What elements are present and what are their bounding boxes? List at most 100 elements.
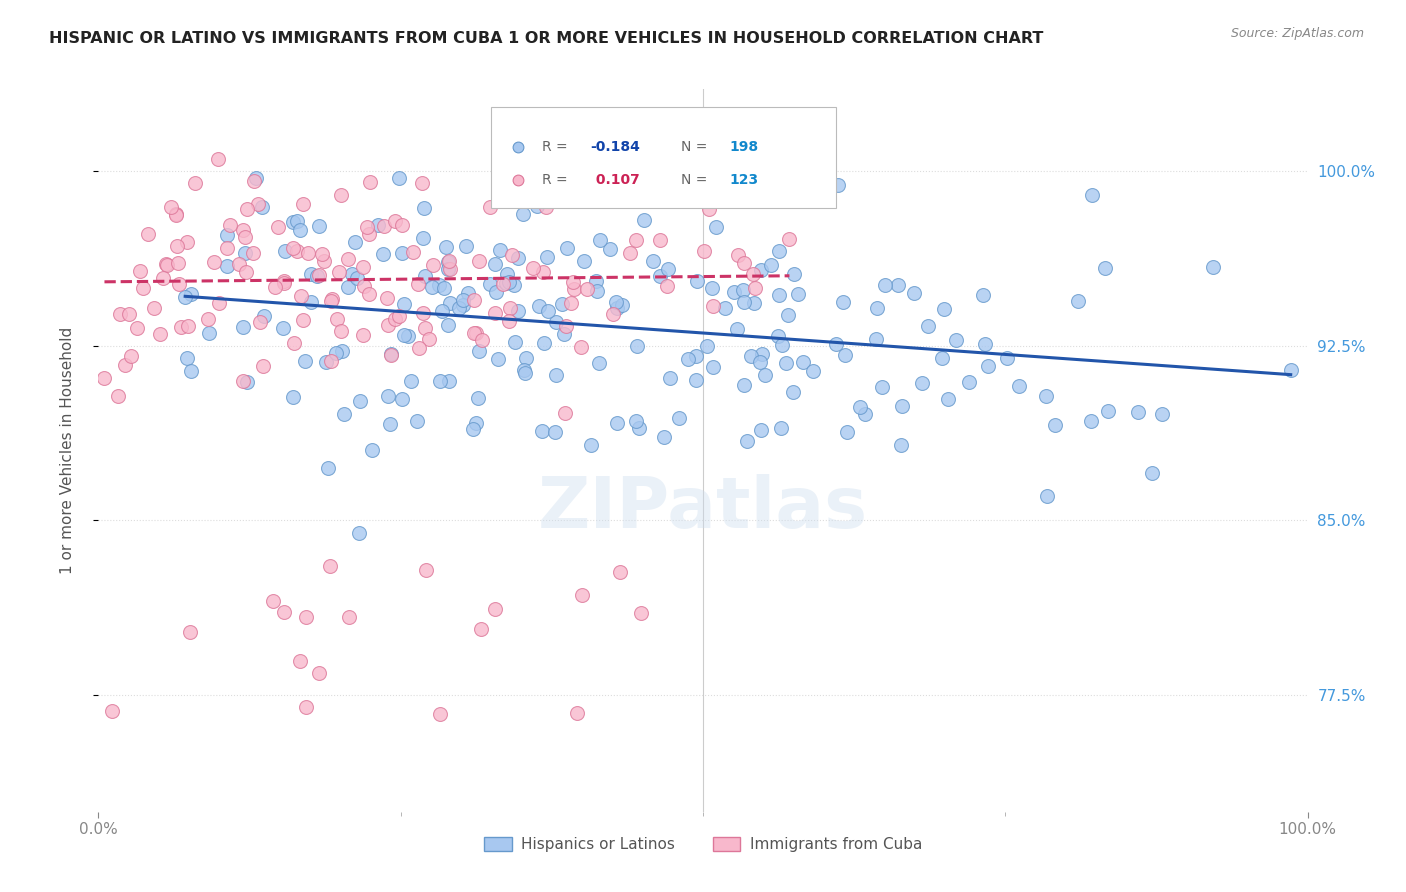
- Point: [977, 359, 1000, 374]
- Text: R =: R =: [543, 172, 572, 186]
- Point: [337, 610, 360, 624]
- Point: [281, 390, 304, 404]
- Point: [314, 254, 336, 268]
- Point: [571, 588, 593, 602]
- Point: [498, 314, 520, 328]
- Point: [287, 214, 309, 228]
- Point: [733, 283, 755, 297]
- Point: [118, 306, 141, 320]
- Point: [333, 408, 356, 422]
- Point: [652, 430, 675, 444]
- Point: [501, 182, 523, 196]
- Point: [349, 526, 371, 541]
- Point: [565, 706, 588, 720]
- Point: [359, 175, 381, 189]
- Point: [215, 259, 238, 273]
- Point: [633, 213, 655, 227]
- Point: [676, 352, 699, 367]
- Point: [685, 349, 707, 363]
- Point: [934, 301, 956, 316]
- Point: [751, 347, 773, 361]
- Point: [696, 182, 718, 196]
- Point: [371, 247, 394, 261]
- Point: [297, 245, 319, 260]
- Point: [754, 368, 776, 382]
- Point: [337, 280, 360, 294]
- Point: [588, 356, 610, 370]
- Point: [630, 607, 652, 621]
- Point: [228, 257, 250, 271]
- Point: [1043, 417, 1066, 432]
- Point: [484, 306, 506, 320]
- Y-axis label: 1 or more Vehicles in Household: 1 or more Vehicles in Household: [60, 326, 75, 574]
- Point: [274, 244, 297, 259]
- Point: [392, 296, 415, 310]
- Point: [138, 227, 160, 241]
- Point: [288, 654, 311, 668]
- Point: [179, 625, 201, 640]
- Point: [451, 297, 474, 311]
- Point: [470, 622, 492, 636]
- Point: [353, 279, 375, 293]
- Point: [408, 341, 430, 355]
- Point: [801, 363, 824, 377]
- Point: [413, 321, 436, 335]
- Point: [288, 223, 311, 237]
- Point: [120, 349, 142, 363]
- Point: [283, 336, 305, 351]
- Point: [152, 271, 174, 285]
- Point: [308, 666, 330, 681]
- Point: [792, 354, 814, 368]
- Point: [361, 442, 384, 457]
- Point: [697, 202, 720, 216]
- Point: [551, 297, 574, 311]
- Point: [606, 417, 628, 431]
- Point: [93, 371, 115, 385]
- Point: [384, 312, 406, 326]
- Point: [506, 455, 529, 469]
- Point: [359, 287, 381, 301]
- Point: [527, 299, 550, 313]
- Point: [1081, 187, 1104, 202]
- Point: [872, 380, 894, 394]
- Point: [247, 196, 270, 211]
- Point: [554, 406, 576, 420]
- Point: [461, 422, 484, 436]
- Point: [413, 268, 436, 283]
- Point: [208, 295, 231, 310]
- Point: [384, 213, 406, 227]
- Point: [1035, 389, 1057, 403]
- Point: [766, 328, 789, 343]
- Point: [311, 247, 333, 261]
- Point: [768, 244, 790, 258]
- Text: N =: N =: [682, 140, 711, 154]
- Point: [693, 244, 716, 259]
- Point: [215, 241, 238, 255]
- Point: [776, 308, 799, 322]
- Point: [761, 259, 783, 273]
- Point: [891, 399, 914, 413]
- FancyBboxPatch shape: [492, 107, 837, 209]
- Point: [506, 350, 529, 364]
- Point: [610, 298, 633, 312]
- Point: [605, 295, 627, 310]
- Point: [125, 321, 148, 335]
- Point: [531, 265, 554, 279]
- Point: [184, 176, 207, 190]
- Point: [439, 296, 461, 310]
- Point: [498, 276, 520, 290]
- Point: [555, 241, 578, 255]
- Point: [733, 378, 755, 392]
- Point: [945, 333, 967, 347]
- Point: [685, 373, 707, 387]
- Point: [388, 171, 411, 186]
- Point: [512, 207, 534, 221]
- Point: [422, 258, 444, 272]
- Point: [910, 376, 932, 390]
- Point: [294, 354, 316, 368]
- Point: [412, 306, 434, 320]
- Point: [233, 229, 256, 244]
- Point: [377, 389, 399, 403]
- Text: 123: 123: [730, 172, 759, 186]
- Point: [576, 282, 599, 296]
